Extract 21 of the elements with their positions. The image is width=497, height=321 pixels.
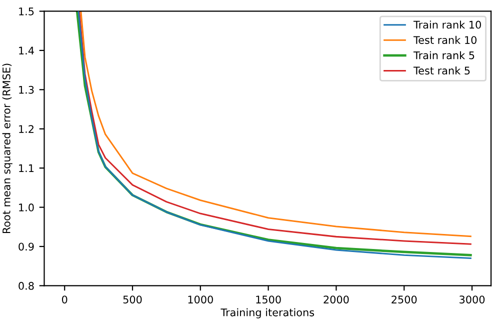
legend-label: Test rank 5 xyxy=(413,66,470,75)
legend-label: Train rank 5 xyxy=(413,51,474,60)
y-tick-label: 0.9 xyxy=(18,242,34,251)
y-tick-label: 0.8 xyxy=(18,282,34,290)
x-tick-label: 1000 xyxy=(188,296,213,304)
y-tick-label: 1.3 xyxy=(19,86,34,94)
x-tick-label: 3000 xyxy=(460,296,485,304)
x-tick-label: 2000 xyxy=(324,296,349,304)
y-tick-label: 1.4 xyxy=(19,46,34,54)
x-tick-label: 1500 xyxy=(256,296,281,304)
x-tick-label: 2500 xyxy=(392,296,417,304)
x-tick-label: 500 xyxy=(123,296,142,304)
legend-label: Test rank 10 xyxy=(413,36,476,44)
x-axis-title: Training iterations xyxy=(220,308,314,318)
x-tick-label: 0 xyxy=(62,296,68,304)
y-tick-label: 1.1 xyxy=(19,164,34,172)
y-tick-label: 1.2 xyxy=(19,125,34,133)
y-tick-label: 1.5 xyxy=(19,8,34,16)
y-axis-title: Root mean squared error (RMSE) xyxy=(2,64,12,234)
y-tick-label: 1.0 xyxy=(19,204,34,212)
legend-label: Train rank 10 xyxy=(413,20,481,29)
